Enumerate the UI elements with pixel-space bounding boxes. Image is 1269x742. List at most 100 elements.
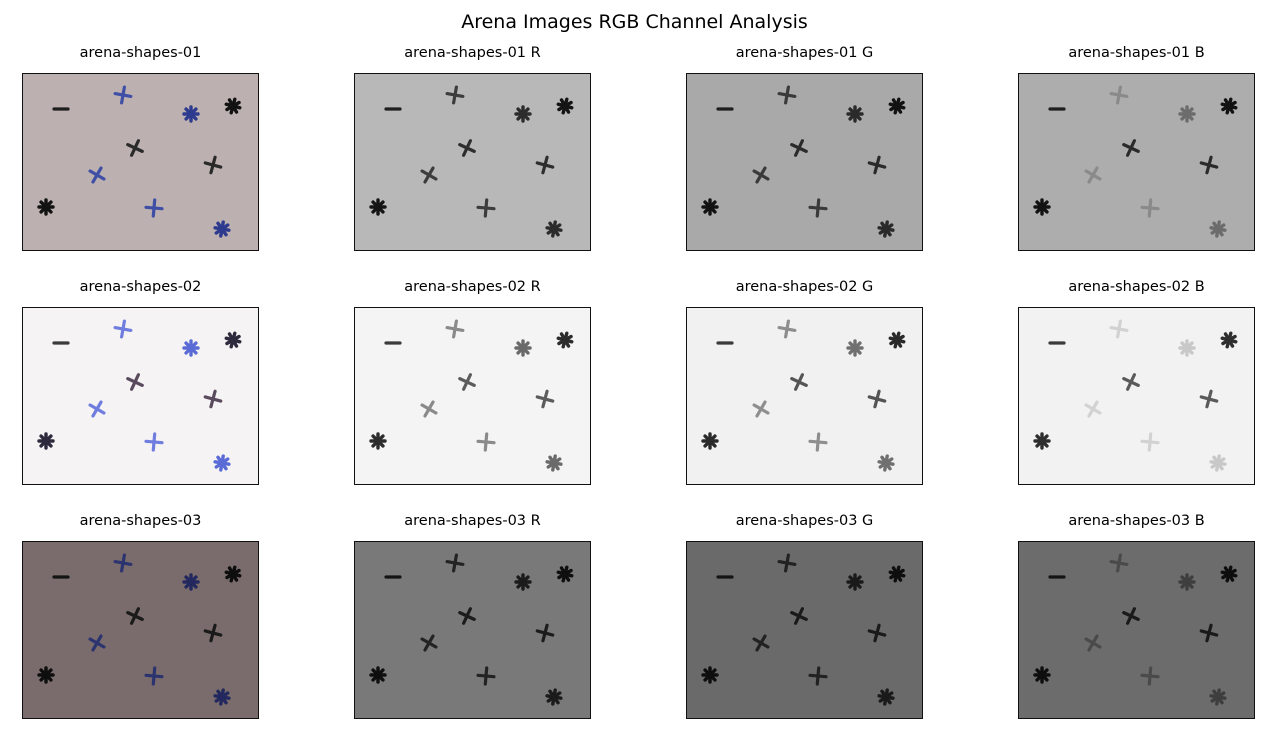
star-shape bbox=[182, 339, 200, 357]
star-shape bbox=[846, 573, 864, 591]
panel-title: arena-shapes-03 bbox=[79, 513, 202, 529]
cross-shape bbox=[1199, 623, 1219, 643]
star-shape bbox=[556, 565, 574, 583]
star-shape bbox=[213, 220, 231, 238]
red-channel-image bbox=[354, 541, 591, 719]
cross-shape bbox=[752, 166, 770, 184]
panel-title: arena-shapes-02 B bbox=[1068, 279, 1205, 295]
cross-shape bbox=[420, 166, 438, 184]
panel-r0-c1: arena-shapes-01 R bbox=[354, 45, 591, 251]
arena-image bbox=[22, 73, 259, 251]
star-shape bbox=[556, 97, 574, 115]
cross-shape bbox=[113, 319, 133, 339]
star-shape bbox=[213, 454, 231, 472]
cross-shape bbox=[1109, 319, 1129, 339]
cross-shape bbox=[113, 553, 133, 573]
panel-r0-c2: arena-shapes-01 G bbox=[686, 45, 923, 251]
star-shape bbox=[182, 573, 200, 591]
cross-shape bbox=[88, 634, 106, 652]
star-shape bbox=[545, 454, 563, 472]
star-shape bbox=[1178, 573, 1196, 591]
cross-shape bbox=[88, 166, 106, 184]
image-background bbox=[1019, 542, 1254, 718]
star-shape bbox=[1220, 97, 1238, 115]
cross-shape bbox=[1084, 634, 1102, 652]
green-channel-image bbox=[686, 541, 923, 719]
star-shape bbox=[37, 198, 55, 216]
star-shape bbox=[846, 105, 864, 123]
cross-shape bbox=[458, 373, 476, 391]
cross-shape bbox=[1122, 373, 1140, 391]
cross-shape bbox=[790, 139, 808, 157]
panel-r1-c0: arena-shapes-02 bbox=[22, 279, 259, 485]
star-shape bbox=[224, 97, 242, 115]
arena-image bbox=[22, 307, 259, 485]
cross-shape bbox=[752, 634, 770, 652]
image-background bbox=[355, 542, 590, 718]
arena-image bbox=[22, 541, 259, 719]
cross-shape bbox=[203, 155, 223, 175]
image-background bbox=[355, 308, 590, 484]
star-shape bbox=[1033, 198, 1051, 216]
star-shape bbox=[1178, 105, 1196, 123]
star-shape bbox=[1178, 339, 1196, 357]
star-shape bbox=[224, 331, 242, 349]
panel-title: arena-shapes-02 R bbox=[404, 279, 541, 295]
star-shape bbox=[888, 97, 906, 115]
cross-shape bbox=[790, 373, 808, 391]
star-shape bbox=[846, 339, 864, 357]
cross-shape bbox=[1084, 400, 1102, 418]
star-shape bbox=[556, 331, 574, 349]
cross-shape bbox=[445, 319, 465, 339]
cross-shape bbox=[144, 432, 164, 452]
green-channel-image bbox=[686, 307, 923, 485]
blue-channel-image bbox=[1018, 307, 1255, 485]
image-background bbox=[687, 74, 922, 250]
cross-shape bbox=[203, 623, 223, 643]
star-shape bbox=[1209, 688, 1227, 706]
cross-shape bbox=[1140, 432, 1160, 452]
star-shape bbox=[514, 573, 532, 591]
cross-shape bbox=[1109, 553, 1129, 573]
panel-r2-c3: arena-shapes-03 B bbox=[1018, 513, 1255, 719]
star-shape bbox=[545, 220, 563, 238]
cross-shape bbox=[1122, 607, 1140, 625]
cross-shape bbox=[1199, 155, 1219, 175]
cross-shape bbox=[808, 432, 828, 452]
panel-title: arena-shapes-02 G bbox=[735, 279, 874, 295]
panel-r0-c0: arena-shapes-01 bbox=[22, 45, 259, 251]
cross-shape bbox=[1084, 166, 1102, 184]
image-background bbox=[23, 542, 258, 718]
red-channel-image bbox=[354, 307, 591, 485]
cross-shape bbox=[752, 400, 770, 418]
star-shape bbox=[182, 105, 200, 123]
cross-shape bbox=[113, 85, 133, 105]
star-shape bbox=[224, 565, 242, 583]
blue-channel-image bbox=[1018, 73, 1255, 251]
cross-shape bbox=[535, 389, 555, 409]
panel-title: arena-shapes-02 bbox=[79, 279, 202, 295]
cross-shape bbox=[126, 373, 144, 391]
panel-r1-c3: arena-shapes-02 B bbox=[1018, 279, 1255, 485]
cross-shape bbox=[535, 623, 555, 643]
image-background bbox=[687, 542, 922, 718]
cross-shape bbox=[1109, 85, 1129, 105]
panel-title: arena-shapes-03 R bbox=[404, 513, 541, 529]
red-channel-image bbox=[354, 73, 591, 251]
image-background bbox=[1019, 308, 1254, 484]
panel-r0-c3: arena-shapes-01 B bbox=[1018, 45, 1255, 251]
panel-r2-c2: arena-shapes-03 G bbox=[686, 513, 923, 719]
star-shape bbox=[877, 688, 895, 706]
figure-title: Arena Images RGB Channel Analysis bbox=[461, 11, 808, 33]
star-shape bbox=[888, 331, 906, 349]
cross-shape bbox=[777, 319, 797, 339]
cross-shape bbox=[476, 666, 496, 686]
star-shape bbox=[1220, 331, 1238, 349]
star-shape bbox=[888, 565, 906, 583]
cross-shape bbox=[867, 389, 887, 409]
star-shape bbox=[37, 432, 55, 450]
image-background bbox=[1019, 74, 1254, 250]
cross-shape bbox=[126, 139, 144, 157]
cross-shape bbox=[777, 553, 797, 573]
cross-shape bbox=[126, 607, 144, 625]
